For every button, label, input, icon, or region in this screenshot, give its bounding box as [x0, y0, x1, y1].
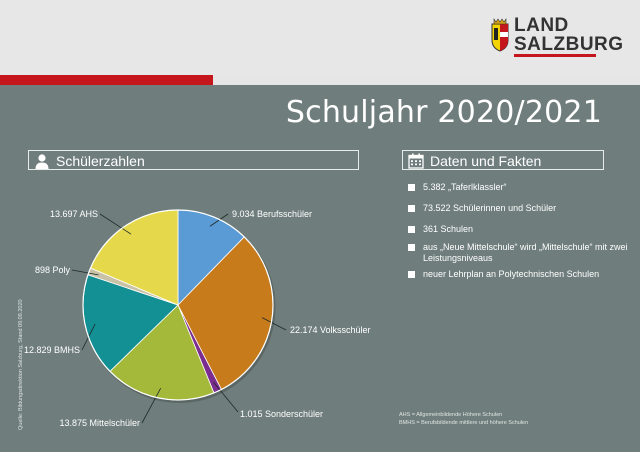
footnote: AHS = Allgemeinbildende Höhere Schulen B… — [399, 411, 528, 427]
slice-label: 1.015 Sonderschüler — [240, 409, 323, 419]
logo-underline — [514, 54, 596, 57]
leader-line — [209, 213, 229, 227]
leader-line — [99, 213, 132, 235]
bullet-square-icon — [408, 184, 415, 191]
bullet-square-icon — [408, 205, 415, 212]
pie-outline — [82, 209, 274, 401]
calendar-icon — [408, 153, 424, 169]
bullet-square-icon — [408, 244, 415, 251]
bullet-square-icon — [408, 226, 415, 233]
land-salzburg-logo: LAND SALZBURG — [490, 16, 623, 62]
slice-label: 9.034 Berufsschüler — [232, 209, 312, 219]
slice-label: 898 Poly — [35, 265, 71, 275]
fact-item: 5.382 „Taferlklassler“ — [408, 182, 628, 193]
top-bar — [0, 0, 640, 75]
fact-item: 73.522 Schülerinnen und Schüler — [408, 203, 628, 214]
logo-line-1: LAND — [514, 15, 569, 36]
section-header-daten-und-fakten: Daten und Fakten — [402, 150, 604, 170]
coat-of-arms-icon — [491, 18, 509, 52]
fact-item: neuer Lehrplan an Polytechnischen Schule… — [408, 269, 628, 280]
slice-label: 13.697 AHS — [50, 209, 98, 219]
bullet-square-icon — [408, 271, 415, 278]
footnote-line: AHS = Allgemeinbildende Höhere Schulen — [399, 412, 503, 418]
leader-line — [261, 317, 287, 331]
section-header-schuelerzahlen: Schülerzahlen — [28, 150, 359, 170]
leader-line — [71, 269, 99, 276]
accent-line — [0, 75, 213, 85]
leader-line — [141, 388, 162, 424]
logo-line-2: SALZBURG — [514, 34, 624, 55]
section-title: Daten und Fakten — [430, 153, 542, 169]
slice-label: 13.875 Mittelschüler — [59, 418, 140, 428]
person-icon — [35, 154, 49, 169]
page-title: Schuljahr 2020/2021 — [285, 95, 602, 130]
section-title: Schülerzahlen — [56, 153, 145, 169]
fact-item: 361 Schulen — [408, 224, 628, 235]
slice-label: 22.174 Volksschüler — [290, 325, 371, 335]
footnote-line: BMHS = Berufsbildende mittlere und höher… — [399, 420, 529, 426]
leader-line — [213, 381, 239, 413]
slice-label: 12.829 BMHS — [24, 345, 80, 355]
fact-item: aus „Neue Mittelschule“ wird „Mittelschu… — [408, 242, 628, 264]
